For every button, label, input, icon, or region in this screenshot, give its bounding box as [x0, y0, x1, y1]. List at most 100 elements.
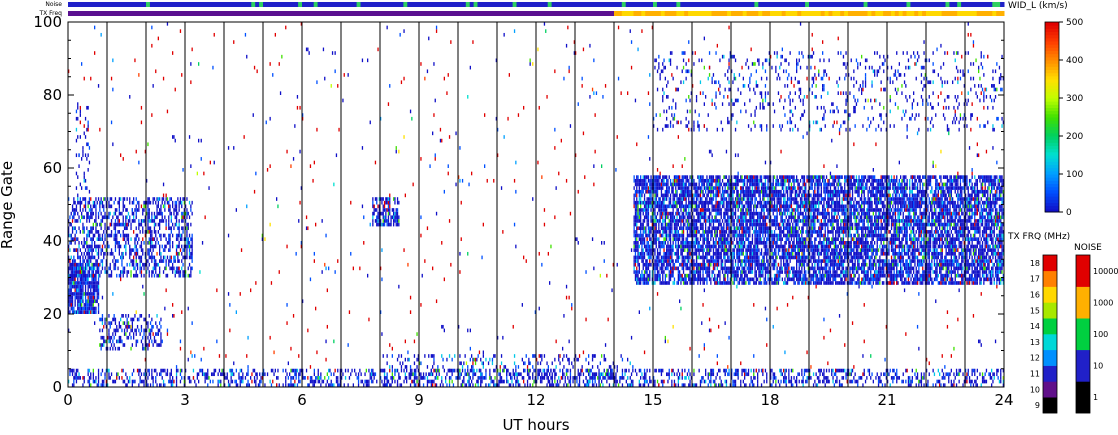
scatter-cell — [555, 383, 557, 387]
scatter-cell — [902, 379, 904, 384]
scatter-cell — [133, 200, 135, 205]
scatter-cell — [744, 383, 746, 387]
scatter-cell — [658, 241, 660, 245]
scatter-cell — [550, 376, 552, 380]
txfreq-cell — [649, 11, 654, 16]
scatter-cell — [79, 105, 81, 110]
scatter-cell — [178, 233, 180, 238]
scatter-cell — [680, 215, 682, 220]
scatter-cell — [403, 368, 405, 373]
scatter-cell — [160, 259, 162, 263]
scatter-cell — [101, 244, 104, 249]
scatter-cell — [246, 383, 248, 387]
scatter-cell — [361, 379, 364, 384]
scatter-cell — [155, 332, 157, 336]
scatter-cell — [82, 306, 84, 311]
scatter-cell — [79, 277, 81, 282]
scatter-cell — [654, 230, 656, 234]
scatter-cell — [105, 383, 107, 387]
noise-cell — [809, 2, 814, 7]
noise-cell — [832, 2, 837, 7]
scatter-cell — [920, 379, 923, 384]
scatter-cell — [94, 273, 96, 278]
scatter-cell — [972, 368, 975, 373]
scatter-cell — [311, 376, 313, 380]
scatter-cell — [68, 219, 70, 223]
scatter-cell — [809, 368, 811, 373]
scatter-cell — [693, 215, 695, 220]
scatter-cell — [95, 244, 97, 249]
scatter-cell — [641, 193, 643, 198]
scatter-cell — [893, 376, 895, 380]
scatter-cell — [110, 197, 113, 201]
scatter-cell — [159, 197, 161, 201]
scatter-cell — [92, 299, 94, 304]
scatter-cell — [682, 237, 685, 241]
scatter-cell — [500, 379, 503, 384]
noise-cell — [266, 2, 272, 7]
scatter-cell — [697, 273, 699, 278]
scatter-cell — [654, 186, 656, 190]
scatter-cell — [645, 178, 647, 183]
noise-cell — [770, 2, 775, 7]
scatter-cell — [97, 251, 100, 256]
noise-cell — [816, 2, 822, 7]
scatter-cell — [177, 244, 179, 249]
txfreq-cell — [383, 11, 389, 16]
scatter-cell — [1002, 383, 1004, 387]
scatter-cell — [390, 376, 392, 380]
scatter-cell — [118, 335, 120, 340]
scatter-cell — [186, 255, 188, 260]
scatter-cell — [108, 204, 110, 209]
scatter-cell — [374, 197, 377, 201]
scatter-cell — [68, 270, 70, 274]
noise-cell — [676, 2, 681, 7]
scatter-cell — [494, 376, 496, 380]
scatter-cell — [129, 332, 131, 336]
scatter-cell — [73, 310, 75, 314]
scatter-cell — [162, 233, 165, 238]
scatter-cell — [157, 230, 159, 234]
scatter-cell — [100, 346, 102, 351]
scatter-cell — [662, 197, 664, 201]
scatter-cell — [668, 204, 670, 209]
noise-cell — [188, 2, 194, 7]
scatter-cell — [695, 266, 698, 271]
scatter-cell — [127, 222, 130, 227]
scatter-cell — [672, 233, 674, 238]
scatter-cell — [681, 186, 683, 190]
txfreq-cell — [368, 11, 373, 16]
scatter-cell — [175, 372, 178, 377]
scatter-cell — [230, 372, 232, 377]
scatter-cell — [144, 219, 146, 223]
scatter-cell — [672, 189, 674, 194]
noise-cell — [146, 2, 151, 7]
scatter-cell — [139, 222, 141, 227]
scatter-cell — [838, 379, 841, 384]
scatter-cell — [694, 251, 696, 256]
scatter-cell — [70, 255, 72, 260]
scatter-cell — [88, 368, 91, 373]
scatter-cell — [117, 241, 119, 245]
scatter-cell — [116, 259, 118, 263]
scatter-cell — [554, 376, 556, 380]
scatter-cell — [107, 383, 109, 387]
scatter-cell — [149, 335, 152, 340]
scatter-cell — [963, 379, 965, 384]
scatter-cell — [677, 255, 679, 260]
scatter-cell — [682, 175, 685, 179]
scatter-cell — [148, 230, 150, 234]
scatter-cell — [697, 230, 699, 234]
scatter-cell — [90, 288, 92, 293]
scatter-cell — [754, 376, 756, 380]
scatter-cell — [337, 368, 339, 373]
scatter-cell — [190, 208, 192, 212]
scatter-cell — [183, 273, 185, 278]
scatter-cell — [105, 230, 107, 234]
scatter-cell — [565, 354, 568, 358]
scatter-cell — [636, 193, 638, 198]
scatter-cell — [101, 314, 104, 318]
txfreq-cell — [520, 11, 525, 16]
scatter-cell — [646, 175, 648, 179]
scatter-cell — [541, 376, 543, 380]
